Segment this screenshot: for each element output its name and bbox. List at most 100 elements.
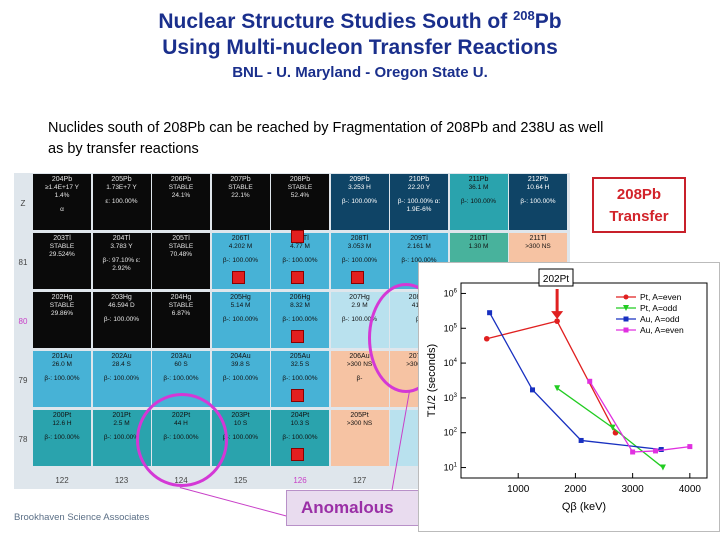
nuclide-name: 210Pb — [408, 176, 430, 183]
nuclide-info: STABLE — [168, 243, 194, 250]
nuclide-name: 209Pb — [349, 176, 370, 183]
x-tick-label: 2000 — [564, 484, 587, 495]
nuclide-name: 211Pb — [468, 176, 489, 183]
nuclide-cell: 202Au 28.4 S β-: 100.00% — [92, 351, 151, 407]
nuclide-info: 6.87% — [171, 310, 191, 317]
nuclide-info: β-: 100.00% α: 1.9E-6% — [397, 198, 441, 213]
series-line — [489, 312, 662, 451]
nuclide-cell: 207Pb STABLE 22.1% — [211, 174, 270, 230]
transfer-box-line-1: 208Pb — [616, 186, 662, 203]
nuclide-name: 204Hg — [170, 294, 192, 301]
nuclide-info: STABLE — [228, 184, 253, 191]
n-label: 127 — [352, 476, 367, 485]
brand-footer: Brookhaven Science Associates — [14, 512, 150, 523]
transfer-marker — [291, 448, 304, 461]
nuclide-info: 24.1% — [171, 192, 191, 199]
z-label: 80 — [18, 317, 28, 326]
nuclide-info: β-: 100.00% — [222, 434, 259, 441]
nuclide-cell: 205Pt >300 NS — [330, 410, 389, 466]
nuclide-name: 206Tl — [231, 235, 250, 242]
data-point — [530, 387, 536, 393]
nuclide-info: α — [60, 206, 64, 213]
data-point — [687, 444, 693, 450]
nuclide-info: 10.3 S — [290, 420, 310, 427]
nuclide-info: β-: 100.00% — [282, 257, 318, 264]
data-point — [554, 385, 561, 392]
nuclide-name: 201Pt — [112, 412, 131, 419]
nuclide-info: β-: 100.00% — [282, 434, 318, 441]
nuclide-info: >300 NS — [346, 361, 373, 368]
nuclide-name: 206Au — [349, 353, 370, 360]
nuclide-info: 52.4% — [290, 192, 310, 199]
nuclide-name: 204Pt — [290, 412, 310, 419]
n-label: 122 — [55, 476, 69, 485]
nuclide-name: 205Hg — [230, 294, 251, 301]
series-line — [589, 380, 690, 453]
series-line — [556, 387, 664, 469]
nuclide-info: 22.20 Y — [407, 184, 431, 191]
legend-marker — [623, 305, 629, 311]
nuclide-cell: 205Pb 1.73E+7 Y ε: 100.00% — [92, 174, 151, 230]
nuclide-name: 203Tl — [53, 235, 71, 242]
nuclide-cell: 205Tl STABLE 70.48% — [152, 233, 210, 289]
nuclide-info: β-: 100.00% — [222, 257, 259, 264]
nuclide-cell: 202Hg STABLE 29.86% — [33, 292, 91, 348]
transfer-marker — [350, 271, 364, 284]
nuclide-info: β-: 100.00% — [341, 198, 378, 205]
anomalous-label: Anomalous — [286, 490, 436, 526]
nuclide-info: 5.14 M — [230, 302, 251, 309]
y-tick-label: 104 — [444, 358, 458, 368]
nuclide-cell: 209Pb 3.253 H β-: 100.00% — [330, 174, 389, 230]
nuclide-info: 1.73E+7 Y — [106, 184, 137, 191]
nuclide-info: 2.9 M — [351, 302, 368, 309]
nuclide-cell: 203Tl STABLE 29.524% — [33, 233, 91, 289]
nuclide-info: β- — [356, 375, 363, 382]
x-tick-label: 1000 — [507, 484, 530, 495]
y-tick-label: 102 — [444, 428, 458, 438]
nuclide-info: 3.253 H — [348, 184, 371, 191]
z-label: 81 — [18, 258, 28, 267]
data-point — [659, 464, 666, 471]
nuclide-cell: 206Au >300 NS β- — [330, 351, 389, 407]
data-point — [578, 437, 584, 443]
nuclide-name: 204Tl — [112, 235, 131, 242]
nuclide-info: 3.783 Y — [110, 243, 133, 250]
x-tick-label: 3000 — [622, 484, 645, 495]
y-tick-label: 105 — [444, 323, 458, 333]
y-tick-label: 101 — [444, 463, 458, 473]
nuclide-info: β-: 100.00% — [341, 316, 378, 323]
nuclide-cell: 204Hg STABLE 6.87% — [152, 292, 210, 348]
annotation-arrow-head — [551, 311, 564, 320]
z-axis-labels: Z 81 80 79 78 — [14, 173, 32, 473]
nuclide-name: 202Hg — [51, 294, 73, 301]
nuclide-name: 203Au — [170, 353, 192, 360]
nuclide-cell: 210Pb 22.20 Y β-: 100.00% α: 1.9E-6% — [390, 174, 448, 230]
nuclide-info: β-: 100.00% — [401, 257, 437, 264]
transfer-marker — [291, 389, 304, 402]
data-point — [587, 378, 593, 384]
subtitle-institutions: BNL - U. Maryland - Oregon State U. — [232, 64, 488, 81]
nuclide-info: 22.1% — [231, 192, 250, 199]
nuclide-info: 32.5 S — [290, 361, 310, 368]
n-label: 123 — [114, 476, 129, 485]
z-label: 79 — [18, 376, 28, 385]
nuclide-info: STABLE — [168, 302, 194, 309]
nuclide-info: 26.0 M — [52, 361, 72, 368]
nuclide-info: β-: 100.00% — [520, 198, 556, 205]
nuclide-info: 29.524% — [49, 251, 75, 258]
y-axis-title: T1/2 (seconds) — [426, 344, 438, 417]
halflife-plot: 1000 2000 3000 4000 101 102 103 104 105 106 Qβ (ke… — [418, 262, 720, 532]
transfer-box: 208Pb Transfer — [592, 177, 686, 233]
nuclide-cell: 212Pb 10.64 H β-: 100.00% — [509, 174, 567, 230]
n-label: 126 — [293, 476, 307, 485]
nuclide-info: β-: 97.10% ε: 2.92% — [102, 257, 141, 272]
nuclide-cell: 201Au 26.0 M β-: 100.00% — [33, 351, 91, 407]
highlight-ring-202pt — [136, 393, 228, 487]
z-label: 78 — [18, 435, 28, 444]
nuclide-info: β-: 100.00% — [44, 375, 80, 382]
nuclide-name: 201Au — [51, 353, 73, 360]
legend-marker — [623, 327, 629, 333]
nuclide-cell: 200Pt 12.6 H β-: 100.00% — [33, 410, 91, 466]
pointer-line-1 — [179, 487, 292, 518]
nuclide-info: ≥1.4E+17 Y — [45, 184, 79, 191]
